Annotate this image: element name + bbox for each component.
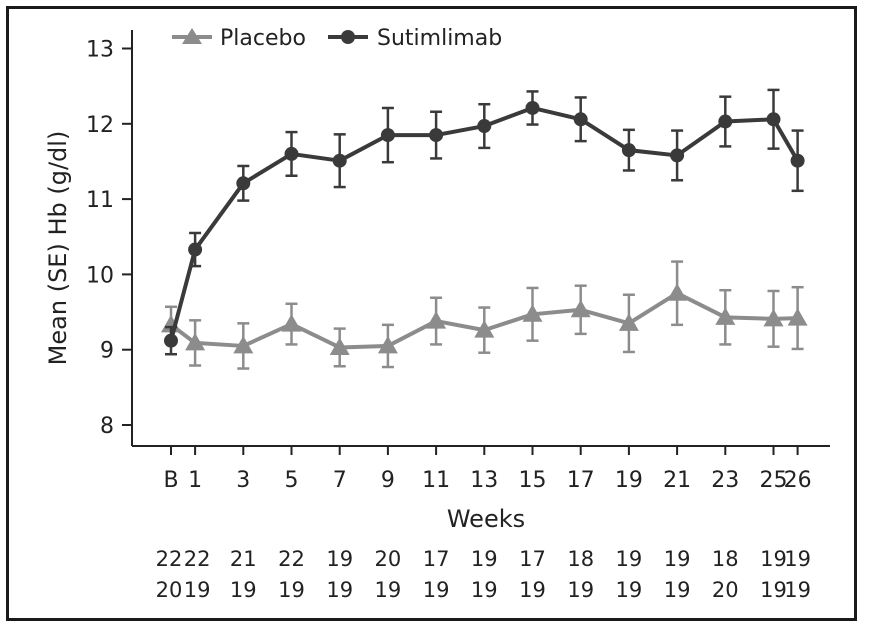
legend-item-sutimlimab: Sutimlimab <box>328 26 502 51</box>
data-point <box>284 146 299 161</box>
count-label-placebo: 19 <box>567 578 594 602</box>
count-label-placebo: 19 <box>471 578 498 602</box>
count-label-placebo: 19 <box>230 578 257 602</box>
y-axis-title: Mean (SE) Hb (g/dl) <box>44 131 72 366</box>
data-point <box>477 119 492 134</box>
count-label-sutimlimab: 21 <box>230 547 257 571</box>
data-point <box>766 112 781 127</box>
series-sutimlimab <box>164 88 805 356</box>
y-tick-label: 8 <box>100 414 114 439</box>
data-point <box>188 242 203 257</box>
count-label-placebo: 19 <box>423 578 450 602</box>
y-tick-label: 10 <box>86 263 114 288</box>
x-tick-label: 15 <box>519 468 547 493</box>
count-label-placebo: 19 <box>616 578 643 602</box>
count-label-sutimlimab: 19 <box>664 547 691 571</box>
count-label-placebo: 19 <box>664 578 691 602</box>
x-tick-label: 19 <box>615 468 643 493</box>
data-point <box>715 307 736 325</box>
count-label-sutimlimab: 19 <box>471 547 498 571</box>
x-tick-label: 1 <box>188 468 202 493</box>
x-tick-label: 25 <box>760 468 788 493</box>
legend-item-placebo: Placebo <box>172 26 306 51</box>
data-point <box>763 308 784 327</box>
data-point <box>233 335 254 354</box>
x-tick-label: 5 <box>285 468 299 493</box>
x-tick-label: 3 <box>236 468 250 493</box>
data-point <box>429 128 444 143</box>
x-axis-title: Weeks <box>447 505 525 533</box>
chart-frame <box>6 6 857 621</box>
count-label-sutimlimab: 19 <box>616 547 643 571</box>
count-label-placebo: 19 <box>326 578 353 602</box>
data-point <box>236 176 251 191</box>
count-label-sutimlimab: 19 <box>326 547 353 571</box>
x-tick-label: 17 <box>567 468 595 493</box>
series-layer <box>161 88 808 370</box>
data-point <box>570 299 591 318</box>
count-label-sutimlimab: 22 <box>184 547 211 571</box>
count-label-sutimlimab: 17 <box>423 547 450 571</box>
data-point <box>618 313 639 331</box>
x-tick-label: 21 <box>663 468 691 493</box>
count-label-sutimlimab: 20 <box>375 547 402 571</box>
legend-label-sutimlimab: Sutimlimab <box>377 26 502 51</box>
count-label-placebo: 20 <box>712 578 739 602</box>
x-tick-label: 13 <box>470 468 498 493</box>
legend: Placebo Sutimlimab <box>172 26 502 51</box>
data-point <box>185 332 206 351</box>
data-point <box>164 333 178 348</box>
y-tick-label: 13 <box>86 38 114 63</box>
count-label-sutimlimab: 17 <box>519 547 546 571</box>
count-label-placebo: 19 <box>519 578 546 602</box>
data-point <box>670 148 685 163</box>
count-label-sutimlimab: 18 <box>712 547 739 571</box>
y-tick-label: 11 <box>86 188 114 213</box>
x-tick-label: 23 <box>711 468 739 493</box>
data-point <box>332 153 347 168</box>
axes <box>131 30 830 447</box>
data-point <box>426 311 447 329</box>
y-tick-label: 9 <box>100 339 114 364</box>
x-tick-label: 7 <box>333 468 347 493</box>
data-point <box>621 143 636 158</box>
data-point <box>281 314 302 332</box>
series-placebo <box>161 260 808 370</box>
data-point <box>329 337 350 355</box>
count-label-placebo: 20 <box>156 578 183 602</box>
data-point <box>790 153 805 168</box>
x-tick-label: B <box>163 468 178 493</box>
y-ticks: 8 9 10 11 12 13 <box>86 38 132 439</box>
data-point <box>718 114 733 129</box>
legend-label-placebo: Placebo <box>220 26 306 51</box>
x-tick-label: 26 <box>784 468 812 493</box>
data-point <box>787 308 808 326</box>
count-label-sutimlimab: 22 <box>278 547 305 571</box>
circle-icon <box>341 30 355 44</box>
data-point <box>573 112 588 127</box>
count-label-sutimlimab: 22 <box>156 547 183 571</box>
data-point <box>667 283 688 301</box>
data-point <box>522 304 543 322</box>
y-tick-label: 12 <box>86 113 114 138</box>
triangle-icon <box>182 28 202 44</box>
count-label-sutimlimab: 19 <box>760 547 787 571</box>
count-label-placebo: 19 <box>278 578 305 602</box>
count-label-placebo: 19 <box>760 578 787 602</box>
count-label-sutimlimab: 19 <box>784 547 811 571</box>
data-point <box>377 335 398 354</box>
x-tick-label: 11 <box>422 468 450 493</box>
data-point <box>525 100 540 115</box>
x-tick-label: 9 <box>381 468 395 493</box>
data-point <box>474 320 495 338</box>
data-point <box>380 128 395 143</box>
count-label-placebo: 19 <box>184 578 211 602</box>
count-label-placebo: 19 <box>784 578 811 602</box>
count-label-sutimlimab: 18 <box>567 547 594 571</box>
count-label-placebo: 19 <box>375 578 402 602</box>
